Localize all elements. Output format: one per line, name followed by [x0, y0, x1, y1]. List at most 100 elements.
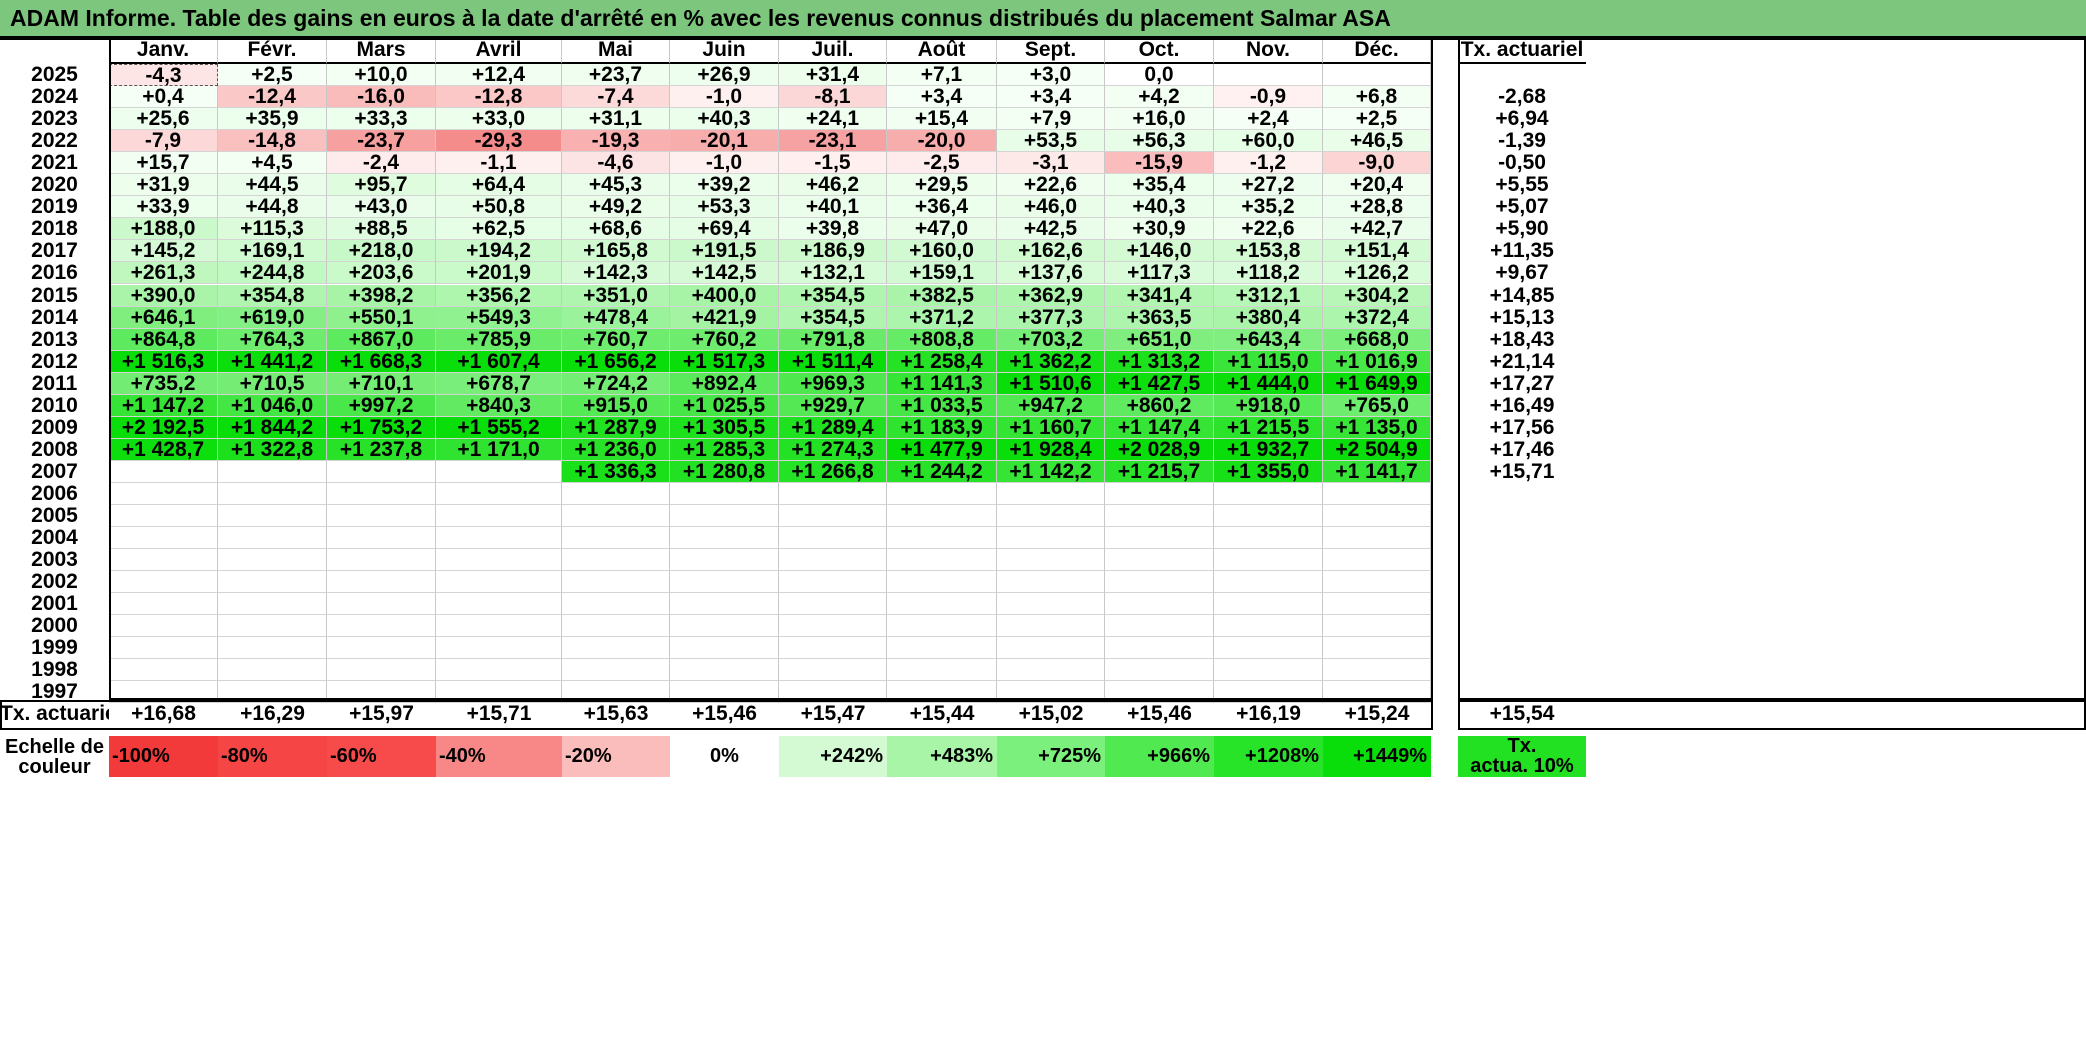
table-cell: -23,1 — [779, 130, 887, 153]
table-cell — [1214, 659, 1323, 682]
table-cell: +421,9 — [670, 306, 779, 329]
year-label: 2014 — [31, 306, 78, 329]
table-cell: +64,4 — [436, 174, 562, 197]
year-label: 2013 — [31, 328, 78, 351]
table-cell — [327, 659, 436, 682]
table-cell — [779, 527, 887, 550]
table-cell — [1214, 571, 1323, 594]
table-cell: +382,5 — [887, 284, 997, 307]
table-cell — [1214, 527, 1323, 550]
row-actuarial-rate: -1,39 — [1498, 130, 1546, 153]
table-cell — [327, 527, 436, 550]
table-cell — [1323, 659, 1431, 682]
table-cell: -16,0 — [327, 86, 436, 109]
table-cell — [1323, 527, 1431, 550]
table-cell — [997, 505, 1105, 528]
page-title: ADAM Informe. Table des gains en euros à… — [10, 5, 1391, 31]
table-cell: +60,0 — [1214, 130, 1323, 153]
table-cell: +549,3 — [436, 306, 562, 329]
table-cell: +39,2 — [670, 174, 779, 197]
table-cell — [887, 527, 997, 550]
year-label: 2018 — [31, 218, 78, 241]
table-cell: -1,0 — [670, 152, 779, 175]
table-cell: +619,0 — [218, 306, 327, 329]
table-cell — [1214, 637, 1323, 660]
table-cell: +1 441,2 — [218, 350, 327, 373]
table-cell: +864,8 — [109, 328, 218, 351]
table-cell: +710,1 — [327, 372, 436, 395]
table-cell — [997, 482, 1105, 505]
table-cell: +95,7 — [327, 174, 436, 197]
table-cell: -0,9 — [1214, 86, 1323, 109]
color-scale-label-line1: Echelle de — [5, 736, 104, 758]
table-cell: +351,0 — [562, 284, 670, 307]
table-cell: +1 147,4 — [1105, 416, 1214, 439]
table-cell: +153,8 — [1214, 240, 1323, 263]
table-cell: +47,0 — [887, 218, 997, 241]
table-cell — [1105, 527, 1214, 550]
title-bar: ADAM Informe. Table des gains en euros à… — [0, 0, 2086, 37]
row-actuarial-rate: +5,55 — [1495, 174, 1549, 197]
year-label: 2002 — [31, 571, 78, 594]
table-cell: +162,6 — [997, 240, 1105, 263]
table-cell — [1323, 637, 1431, 660]
table-cell — [109, 593, 218, 616]
table-cell: 0,0 — [1105, 64, 1214, 87]
table-cell: +2 028,9 — [1105, 438, 1214, 461]
table-cell: +194,2 — [436, 240, 562, 263]
footer-rate: +16,68 — [131, 702, 196, 725]
table-cell: +1 274,3 — [779, 438, 887, 461]
table-cell: +191,5 — [670, 240, 779, 263]
table-cell: +31,1 — [562, 108, 670, 131]
table-cell — [887, 482, 997, 505]
row-actuarial-rate: +11,35 — [1490, 240, 1554, 263]
table-cell: +3,4 — [887, 86, 997, 109]
table-cell — [436, 637, 562, 660]
table-cell: +1 516,3 — [109, 350, 218, 373]
footer-label: Tx. actuariel — [0, 702, 109, 725]
table-cell: +24,1 — [779, 108, 887, 131]
table-cell — [436, 549, 562, 572]
table-cell: -12,4 — [218, 86, 327, 109]
table-cell — [436, 659, 562, 682]
table-cell: -1,2 — [1214, 152, 1323, 175]
table-cell: +1 258,4 — [887, 350, 997, 373]
table-cell — [327, 460, 436, 483]
rate-scale-swatch: Tx. actua. 10% — [1458, 736, 1586, 777]
table-cell — [327, 615, 436, 638]
year-label: 2008 — [31, 438, 78, 461]
month-header: Avril — [436, 36, 562, 64]
table-cell — [1105, 681, 1214, 704]
table-cell: +400,0 — [670, 284, 779, 307]
table-cell: +2 192,5 — [109, 416, 218, 439]
row-actuarial-rate — [1458, 483, 1586, 505]
table-cell: +27,2 — [1214, 174, 1323, 197]
table-cell — [218, 681, 327, 704]
table-cell: +69,4 — [670, 218, 779, 241]
table-cell — [1105, 593, 1214, 616]
table-cell: +53,3 — [670, 196, 779, 219]
table-cell — [1105, 637, 1214, 660]
color-scale-swatch: +483% — [887, 736, 997, 777]
table-cell: +42,5 — [997, 218, 1105, 241]
table-cell: -8,1 — [779, 86, 887, 109]
table-cell — [109, 681, 218, 704]
table-cell — [997, 681, 1105, 704]
table-cell: +151,4 — [1323, 240, 1431, 263]
footer-rate: +15,63 — [583, 702, 649, 725]
year-label: 2016 — [31, 262, 78, 285]
table-cell — [1323, 615, 1431, 638]
footer-rate: +15,24 — [1344, 702, 1410, 725]
table-cell: +46,2 — [779, 174, 887, 197]
color-scale-swatch: +725% — [997, 736, 1105, 777]
row-actuarial-rate: +17,27 — [1489, 372, 1555, 395]
table-cell: +735,2 — [109, 372, 218, 395]
table-cell — [779, 681, 887, 704]
table-cell: +550,1 — [327, 306, 436, 329]
table-cell — [218, 505, 327, 528]
table-cell: -19,3 — [562, 130, 670, 153]
table-cell: +398,2 — [327, 284, 436, 307]
table-cell: -4,3 — [109, 64, 218, 87]
table-cell — [218, 615, 327, 638]
table-cell: +1 183,9 — [887, 416, 997, 439]
